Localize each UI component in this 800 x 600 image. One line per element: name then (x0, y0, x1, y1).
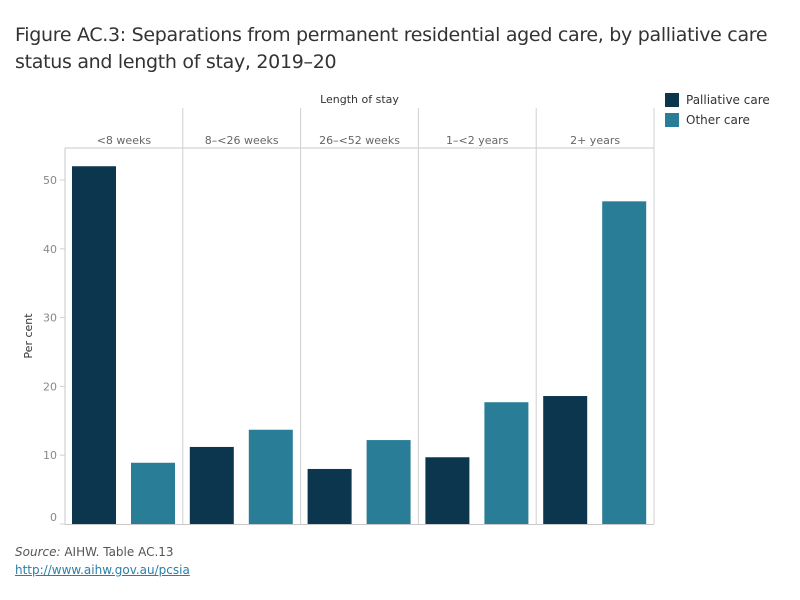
bar-palliative (425, 457, 470, 524)
legend-label: Palliative care (686, 93, 770, 107)
bar-palliative (307, 468, 352, 524)
category-label: 2+ years (570, 134, 620, 147)
bar-palliative (543, 396, 588, 524)
chart-title: Figure AC.3: Separations from permanent … (15, 24, 768, 73)
bar-other (248, 429, 293, 524)
bar-palliative (72, 166, 116, 525)
bar-other (366, 440, 411, 524)
bar-palliative (189, 446, 234, 524)
category-label: 8–<26 weeks (205, 134, 279, 147)
bar-other (602, 201, 647, 524)
column-header: Length of stay (320, 93, 399, 106)
legend: Palliative care Other care (665, 90, 770, 130)
legend-swatch (665, 113, 679, 127)
bar-other (131, 462, 175, 524)
y-tick-label: 20 (43, 380, 57, 393)
source-note: Source: AIHW. Table AC.13 (15, 545, 174, 559)
legend-swatch (665, 93, 679, 107)
legend-item-palliative[interactable]: Palliative care (665, 90, 770, 110)
y-tick-label: 10 (43, 449, 57, 462)
bar-other (484, 402, 529, 524)
category-label: 26–<52 weeks (319, 134, 400, 147)
y-tick-label: 40 (43, 243, 57, 256)
source-link[interactable]: http://www.aihw.gov.au/pcsia (15, 563, 190, 577)
legend-label: Other care (686, 113, 750, 127)
category-label: <8 weeks (97, 134, 152, 147)
source-text: AIHW. Table AC.13 (60, 545, 174, 559)
category-label: 1–<2 years (446, 134, 509, 147)
y-axis-label: Per cent (22, 313, 35, 359)
y-tick-label: 30 (43, 312, 57, 325)
legend-item-other[interactable]: Other care (665, 110, 770, 130)
y-tick-label: 50 (43, 174, 57, 187)
source-label: Source: (15, 545, 61, 559)
y-tick-label: 0 (50, 511, 57, 524)
